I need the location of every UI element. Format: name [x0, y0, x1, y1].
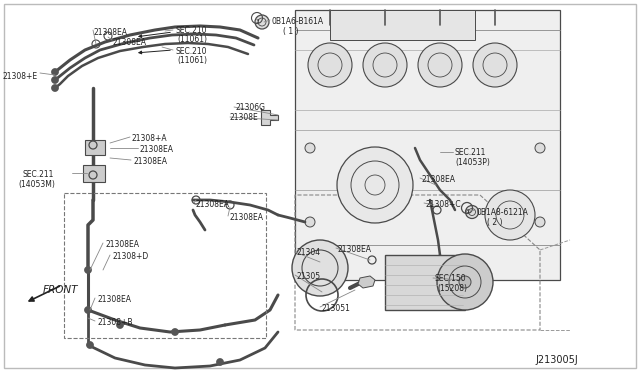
Text: 213051: 213051	[322, 304, 351, 313]
Circle shape	[51, 77, 58, 83]
Circle shape	[465, 205, 479, 218]
Text: 0B1A8-6121A: 0B1A8-6121A	[477, 208, 529, 217]
Text: SEC.210: SEC.210	[175, 26, 207, 35]
Text: 21308+A: 21308+A	[132, 134, 168, 143]
Text: 21308EA: 21308EA	[97, 295, 131, 304]
Circle shape	[216, 359, 223, 366]
Text: 21306G: 21306G	[236, 103, 266, 112]
Text: 8: 8	[465, 208, 468, 214]
Circle shape	[292, 240, 348, 296]
Text: ( 1 ): ( 1 )	[283, 27, 298, 36]
Text: SEC.210: SEC.210	[175, 47, 207, 56]
Text: (15208): (15208)	[437, 284, 467, 293]
Text: 21308EA: 21308EA	[140, 145, 174, 154]
Circle shape	[473, 43, 517, 87]
Polygon shape	[261, 108, 278, 125]
Text: (14053P): (14053P)	[455, 158, 490, 167]
Circle shape	[116, 321, 124, 328]
Polygon shape	[358, 276, 375, 288]
Circle shape	[84, 266, 92, 273]
Circle shape	[535, 143, 545, 153]
Text: 21308E: 21308E	[230, 113, 259, 122]
Bar	[385, 255, 465, 310]
Text: 21308EA: 21308EA	[338, 245, 372, 254]
Text: 21308EA: 21308EA	[196, 200, 230, 209]
Circle shape	[363, 43, 407, 87]
Polygon shape	[295, 10, 560, 280]
Text: ( 2 ): ( 2 )	[487, 218, 502, 227]
Text: 21305: 21305	[297, 272, 321, 281]
Circle shape	[84, 307, 92, 314]
Text: J213005J: J213005J	[535, 355, 578, 365]
Circle shape	[305, 143, 315, 153]
Text: 21308+B: 21308+B	[97, 318, 132, 327]
Circle shape	[86, 341, 93, 349]
Bar	[85, 140, 105, 155]
Text: 21308EA: 21308EA	[112, 38, 146, 47]
Text: 21308EA: 21308EA	[105, 240, 139, 249]
Circle shape	[337, 147, 413, 223]
Circle shape	[535, 217, 545, 227]
Text: 21304: 21304	[297, 248, 321, 257]
Text: 21308EA: 21308EA	[93, 28, 127, 37]
Text: 21308+C: 21308+C	[426, 200, 461, 209]
Bar	[64, 193, 266, 338]
Circle shape	[459, 276, 471, 288]
Bar	[83, 165, 105, 182]
Text: 0B1A6-B161A: 0B1A6-B161A	[272, 17, 324, 26]
Text: 3: 3	[255, 19, 259, 23]
Text: 21308+E: 21308+E	[2, 72, 37, 81]
Circle shape	[255, 15, 269, 29]
Circle shape	[418, 43, 462, 87]
Circle shape	[437, 254, 493, 310]
Text: (11061): (11061)	[177, 35, 207, 44]
Text: FRONT: FRONT	[43, 285, 79, 295]
Circle shape	[172, 328, 179, 336]
Text: (14053M): (14053M)	[18, 180, 55, 189]
Circle shape	[485, 190, 535, 240]
Text: 21308+D: 21308+D	[112, 252, 148, 261]
Text: (11061): (11061)	[177, 56, 207, 65]
Text: SEC.211: SEC.211	[22, 170, 53, 179]
Circle shape	[51, 84, 58, 92]
Text: 21308EA: 21308EA	[133, 157, 167, 166]
Text: 21308EA: 21308EA	[422, 175, 456, 184]
Bar	[330, 10, 475, 40]
Text: 21308EA: 21308EA	[230, 213, 264, 222]
Text: SEC.150: SEC.150	[435, 274, 467, 283]
Circle shape	[51, 68, 58, 76]
Text: SEC.211: SEC.211	[455, 148, 486, 157]
Circle shape	[305, 217, 315, 227]
Circle shape	[308, 43, 352, 87]
